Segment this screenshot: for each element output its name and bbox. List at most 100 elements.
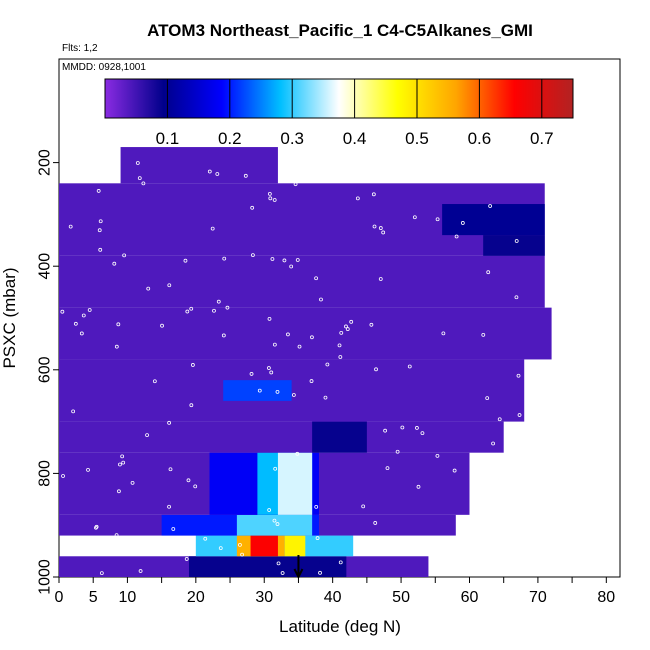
heatmap-cell [59, 255, 545, 308]
track-point [337, 343, 342, 348]
y-tick-label: 1000 [37, 559, 54, 595]
track-point [435, 217, 440, 222]
track-point [319, 297, 323, 302]
y-tick-label: 800 [37, 460, 54, 487]
track-point [349, 319, 354, 324]
track-point [385, 466, 390, 471]
x-tick-label: 5 [89, 589, 98, 606]
track-point [497, 417, 502, 422]
track-point [282, 258, 287, 263]
track-point [146, 286, 151, 291]
track-point [407, 364, 412, 369]
heatmap-cell [277, 452, 313, 515]
track-point [167, 504, 171, 509]
track-point [325, 362, 330, 367]
track-point [506, 562, 511, 567]
track-point [86, 468, 90, 472]
track-point [315, 536, 320, 540]
track-point [218, 546, 223, 551]
track-point [479, 459, 484, 464]
colorbar-tick-label: 0.4 [343, 129, 367, 148]
track-point [318, 570, 322, 575]
track-point [481, 553, 486, 558]
y-tick-label: 200 [37, 149, 54, 176]
track-point [141, 181, 146, 186]
track-point [418, 543, 422, 548]
track-point [95, 544, 100, 549]
track-point [267, 508, 272, 512]
track-point [268, 196, 273, 201]
track-point [120, 454, 125, 459]
track-point [221, 333, 226, 338]
track-point [381, 230, 386, 235]
track-point [460, 221, 465, 225]
track-point [152, 379, 157, 384]
track-point [435, 454, 440, 458]
track-point [225, 305, 230, 310]
track-point [297, 344, 302, 349]
track-point [167, 283, 172, 288]
track-point [94, 525, 98, 530]
track-point [323, 395, 328, 400]
track-point [212, 308, 216, 313]
heatmap-cell [483, 235, 545, 256]
track-point [122, 253, 127, 258]
track-point [257, 388, 262, 393]
x-axis-label: Latitude (deg N) [279, 617, 401, 636]
track-point [344, 324, 348, 329]
track-point [138, 569, 143, 573]
track-point [117, 489, 121, 494]
track-point [269, 370, 274, 375]
track-point [190, 363, 195, 367]
track-point [267, 191, 272, 196]
track-point [243, 173, 248, 178]
track-point [486, 270, 491, 275]
track-point [96, 189, 101, 193]
track-point [295, 451, 300, 456]
track-point [516, 373, 521, 378]
track-point [273, 466, 278, 471]
x-tick-label: 80 [597, 589, 615, 606]
track-point [339, 330, 344, 335]
track-point [87, 308, 92, 312]
track-point [276, 561, 281, 566]
x-axis: 0 5 10 20 30 40 50 60 70 80 [55, 577, 615, 606]
track-point [114, 344, 119, 349]
track-point [314, 276, 318, 281]
y-axis: 200 400 600 800 1000 [37, 149, 59, 595]
track-point [485, 396, 490, 401]
track-point [272, 198, 277, 202]
track-point [412, 215, 417, 220]
colorbar [104, 78, 574, 119]
track-point [171, 527, 176, 531]
track-point [61, 474, 65, 478]
colorbar-tick-label: 0.1 [156, 129, 180, 148]
track-point [310, 335, 314, 340]
track-point [373, 521, 378, 525]
track-point [481, 332, 486, 337]
heatmap-cells [59, 147, 552, 577]
track-point [97, 228, 102, 233]
track-point [137, 176, 142, 180]
track-point [434, 539, 438, 544]
track-point [112, 261, 117, 266]
track-point [280, 571, 285, 575]
heatmap-cell [59, 307, 552, 360]
track-point [130, 480, 135, 485]
colorbar-ticks: 0.1 0.2 0.3 0.4 0.5 0.6 0.7 [156, 79, 554, 148]
track-point [121, 460, 126, 465]
colorbar-tick-label: 0.7 [530, 129, 554, 148]
track-point [500, 517, 505, 522]
heatmap-cell [442, 204, 545, 236]
track-point [295, 258, 300, 262]
track-point [309, 379, 314, 383]
track-point [371, 192, 376, 197]
track-point [491, 441, 495, 446]
chart-title: ATOM3 Northeast_Pacific_1 C4-C5Alkanes_G… [147, 21, 533, 40]
track-point [98, 247, 103, 252]
track-point [81, 313, 86, 318]
track-point [203, 536, 208, 541]
x-tick-label: 40 [324, 589, 342, 606]
track-point [222, 256, 227, 261]
heatmap-cell [284, 535, 306, 557]
